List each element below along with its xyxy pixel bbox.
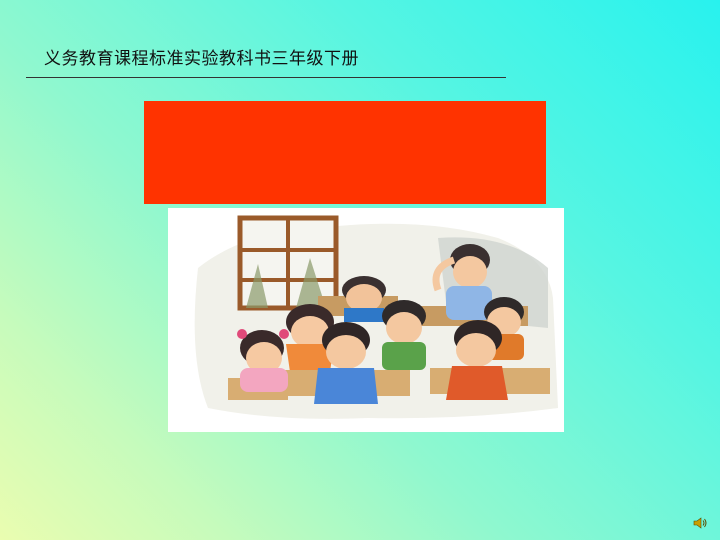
student-front-girl-pink: [237, 329, 289, 392]
speaker-icon[interactable]: [693, 514, 707, 529]
classroom-students-thinking-illustration: [194, 215, 558, 419]
slide-title: 义务教育课程标准实验教科书三年级下册: [44, 49, 359, 69]
student-front-boy-red: [446, 320, 508, 400]
classroom-illustration: [168, 208, 564, 432]
speaker-icon-graphic: [693, 517, 707, 529]
student-back-left: [342, 276, 386, 322]
window: [237, 215, 339, 311]
student-middle-girl: [286, 304, 334, 372]
student-front-boy-blue: [314, 322, 378, 404]
red-title-banner: [144, 101, 546, 204]
title-divider: [26, 77, 506, 78]
student-back-right-standing: [432, 244, 492, 320]
student-middle-boy: [382, 300, 426, 370]
